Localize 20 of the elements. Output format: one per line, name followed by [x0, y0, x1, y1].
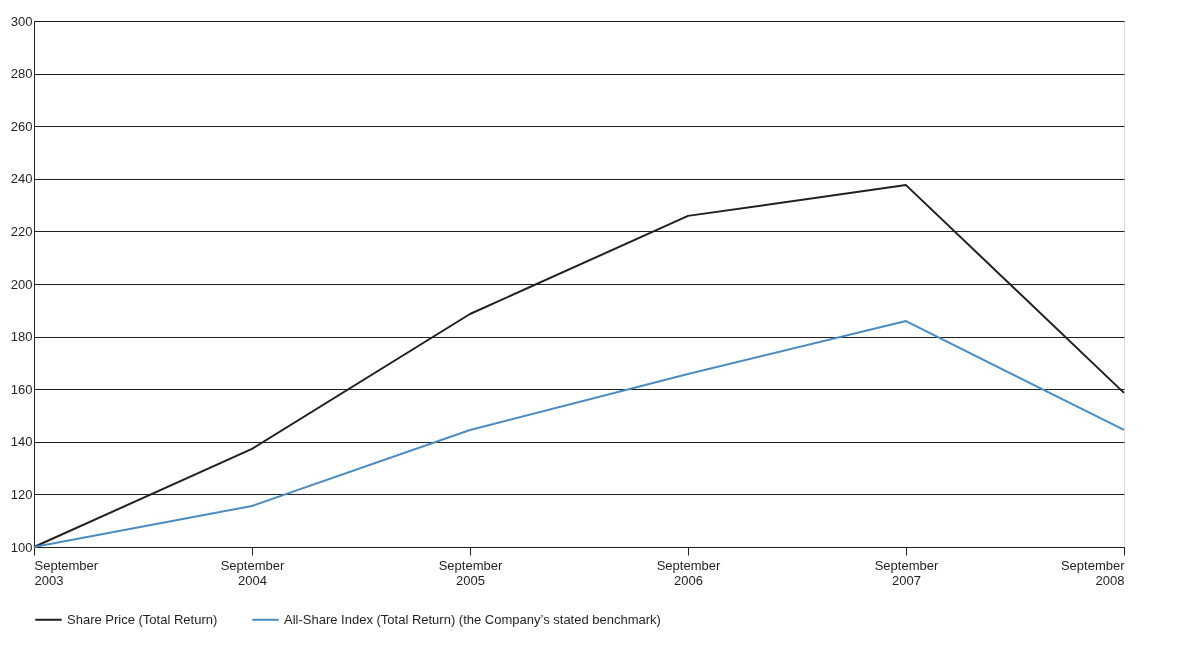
x-tick-label: September 2003: [34, 557, 99, 588]
x-tick-label: September 2007: [874, 557, 939, 588]
x-tick-label: September 2006: [656, 557, 721, 588]
x-tick-label: September 2005: [438, 557, 503, 588]
line-series: [33, 320, 1125, 548]
y-tick-label: 220: [10, 223, 33, 239]
y-tick-label: 280: [10, 66, 33, 82]
y-tick-label: 100: [10, 539, 33, 555]
y-tick-label: 260: [10, 118, 33, 134]
y-tick-label: 300: [10, 13, 33, 29]
legend-label: Share Price (Total Return): [67, 611, 218, 627]
y-tick-label: 200: [10, 276, 33, 292]
y-tick-label: 240: [10, 171, 33, 187]
y-tick-label: 180: [10, 329, 33, 345]
x-tick-label: September 2008: [1060, 557, 1126, 588]
x-tick-label: September 2004: [220, 557, 285, 588]
y-tick-label: 140: [10, 434, 33, 450]
y-tick-label: 120: [10, 486, 33, 502]
legend-label: All-Share Index (Total Return) (the Company’s stated benchmark): [284, 611, 661, 627]
y-tick-label: 160: [10, 381, 33, 397]
